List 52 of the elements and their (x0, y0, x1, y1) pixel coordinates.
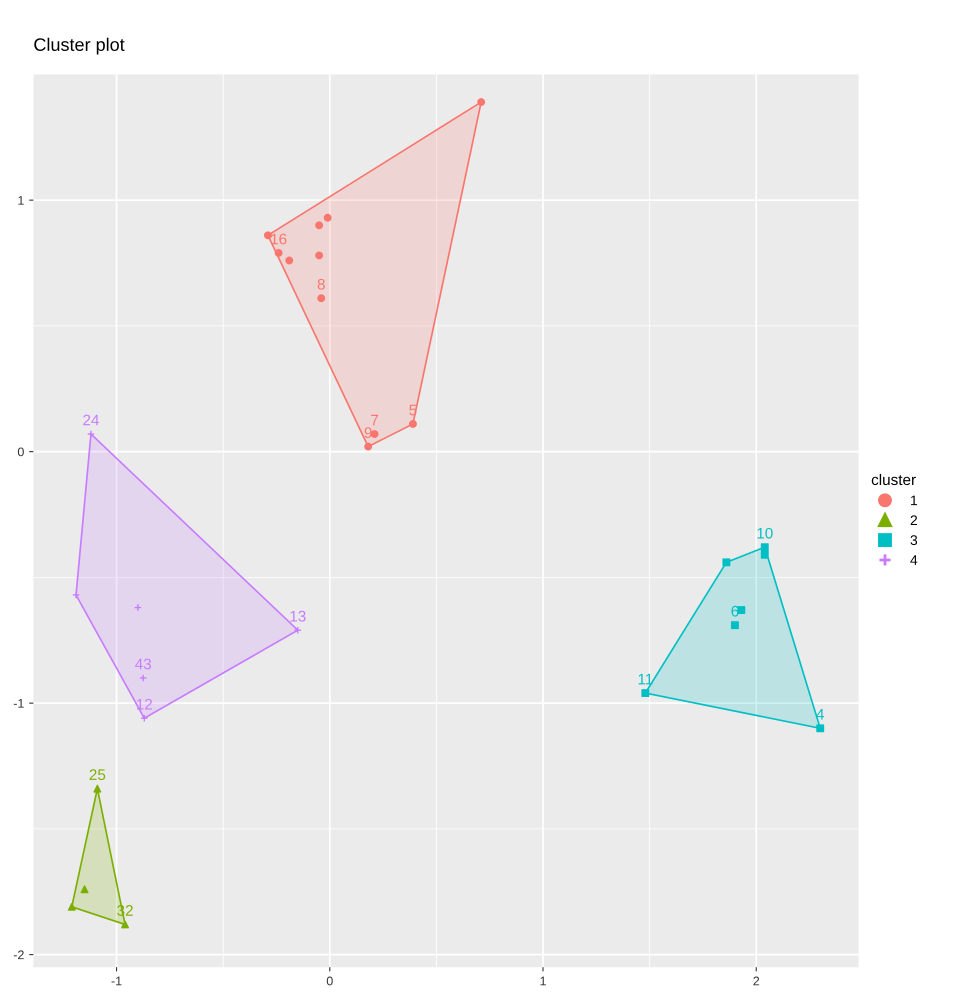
point (730, 621, 739, 630)
point (408, 420, 417, 428)
point (477, 98, 486, 106)
annotation: 43 (135, 658, 152, 670)
annotation: 13 (290, 610, 306, 622)
y-tick-label: 1 (18, 196, 24, 205)
point (285, 256, 294, 264)
annotation: 16 (271, 234, 286, 244)
y-tick-label: -2 (14, 950, 24, 960)
point (315, 221, 324, 230)
annotation: 10 (757, 528, 773, 539)
annotation: 25 (90, 769, 106, 780)
legend-label: 4 (910, 555, 918, 565)
point (760, 543, 769, 552)
chart-title: Cluster plot (34, 38, 125, 55)
y-tick-label: -1 (14, 699, 24, 708)
point (134, 604, 142, 612)
point (80, 885, 89, 894)
point (722, 558, 730, 566)
point (760, 550, 769, 559)
legend-label: 2 (910, 515, 918, 526)
point (324, 214, 332, 222)
point (641, 689, 650, 698)
annotation: 8 (318, 278, 325, 290)
point (93, 784, 102, 793)
annotation: 7 (371, 414, 378, 426)
x-tick-label: 1 (540, 976, 546, 986)
point (274, 249, 283, 257)
annotation: 12 (136, 698, 152, 710)
point (72, 591, 80, 599)
point (121, 920, 130, 928)
x-tick-label: -1 (112, 976, 122, 986)
annotation: 11 (638, 674, 653, 684)
annotation: 4 (816, 709, 824, 720)
point (140, 714, 148, 722)
point (87, 430, 95, 438)
point (294, 626, 302, 634)
legend-label: 3 (910, 535, 918, 546)
x-tick-label: 2 (753, 976, 760, 986)
point (364, 442, 372, 451)
point (264, 231, 272, 240)
point (139, 674, 148, 682)
legend-label: 1 (911, 496, 918, 506)
point (317, 294, 326, 302)
point (68, 902, 76, 911)
y-tick-label: 0 (18, 447, 24, 456)
point (816, 724, 824, 732)
legend-title: cluster (872, 474, 916, 486)
annotation: 9 (364, 427, 372, 438)
annotation: 24 (83, 414, 100, 426)
x-tick-label: 0 (326, 976, 333, 986)
point (315, 252, 324, 260)
